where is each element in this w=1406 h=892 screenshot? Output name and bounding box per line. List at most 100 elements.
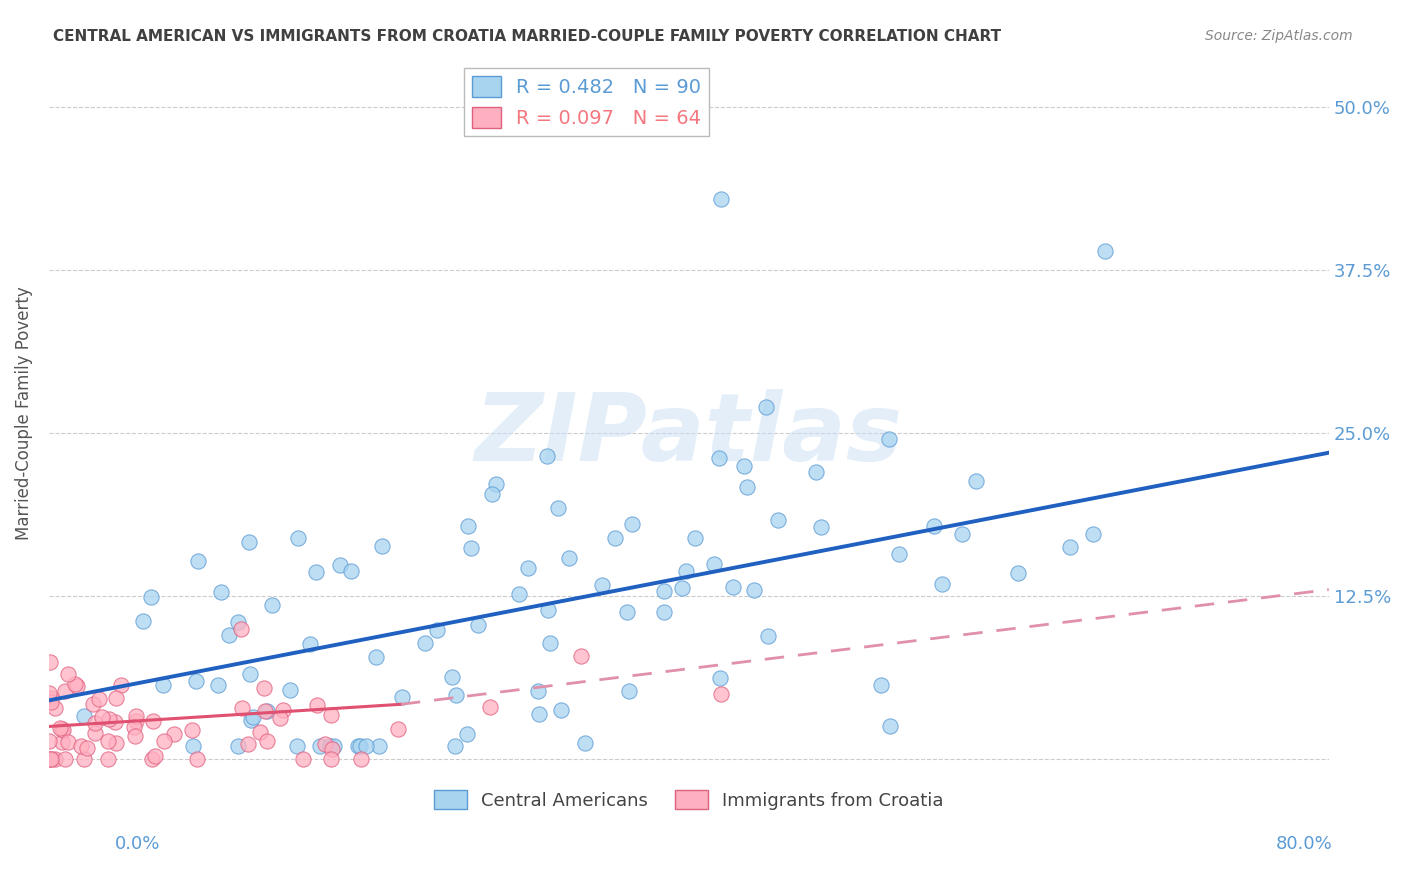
Legend: Central Americans, Immigrants from Croatia: Central Americans, Immigrants from Croat… <box>427 782 950 817</box>
Point <box>536 603 558 617</box>
Point <box>1059 540 1081 554</box>
Point <box>683 531 706 545</box>
Point <box>347 739 370 753</box>
Point <box>218 628 240 642</box>
Point <box>879 719 901 733</box>
Point <box>387 722 409 736</box>
Point <box>83 716 105 731</box>
Point <box>1083 526 1105 541</box>
Point <box>291 752 314 766</box>
Point <box>41 695 63 709</box>
Point <box>278 683 301 698</box>
Point <box>550 703 572 717</box>
Text: Source: ZipAtlas.com: Source: ZipAtlas.com <box>1205 29 1353 43</box>
Point <box>321 752 343 766</box>
Point <box>125 708 148 723</box>
Point <box>253 704 276 718</box>
Point <box>229 622 252 636</box>
Point <box>456 727 478 741</box>
Point <box>671 581 693 595</box>
Point <box>97 734 120 748</box>
Point <box>479 699 502 714</box>
Point <box>238 737 260 751</box>
Point <box>70 739 93 753</box>
Point <box>889 548 911 562</box>
Point <box>124 729 146 743</box>
Point <box>131 614 153 628</box>
Point <box>329 558 352 573</box>
Point <box>810 520 832 534</box>
Point <box>931 577 953 591</box>
Point <box>806 465 828 479</box>
Point <box>547 501 569 516</box>
Point <box>58 667 80 681</box>
Point <box>527 684 550 698</box>
Point <box>950 527 973 541</box>
Point <box>742 582 765 597</box>
Point <box>391 690 413 705</box>
Point <box>122 720 145 734</box>
Point <box>256 704 278 718</box>
Point <box>603 531 626 545</box>
Point <box>441 670 464 684</box>
Point <box>285 739 308 753</box>
Point <box>139 591 162 605</box>
Point <box>44 752 66 766</box>
Point <box>879 432 901 446</box>
Point <box>558 550 581 565</box>
Point <box>186 752 208 766</box>
Point <box>181 723 204 737</box>
Point <box>309 739 332 753</box>
Point <box>538 636 561 650</box>
Point <box>922 519 945 533</box>
Point <box>356 739 378 753</box>
Point <box>508 587 530 601</box>
Point <box>141 752 163 766</box>
Point <box>231 700 253 714</box>
Point <box>239 714 262 728</box>
Point <box>163 726 186 740</box>
Point <box>65 680 87 694</box>
Point <box>710 687 733 701</box>
Point <box>38 655 60 669</box>
Point <box>652 605 675 619</box>
Point <box>766 513 789 527</box>
Point <box>457 519 479 533</box>
Point <box>82 698 104 712</box>
Point <box>367 739 389 753</box>
Point <box>616 605 638 619</box>
Point <box>652 584 675 599</box>
Point <box>39 752 62 766</box>
Point <box>44 701 66 715</box>
Point <box>481 486 503 500</box>
Point <box>207 678 229 692</box>
Point <box>484 477 506 491</box>
Point <box>104 736 127 750</box>
Point <box>65 676 87 690</box>
Point <box>444 688 467 702</box>
Point <box>143 748 166 763</box>
Text: 0.0%: 0.0% <box>115 835 160 853</box>
Point <box>350 752 373 766</box>
Point <box>536 449 558 463</box>
Point <box>340 564 363 578</box>
Point <box>305 566 328 580</box>
Text: CENTRAL AMERICAN VS IMMIGRANTS FROM CROATIA MARRIED-COUPLE FAMILY POVERTY CORREL: CENTRAL AMERICAN VS IMMIGRANTS FROM CROA… <box>53 29 1001 44</box>
Point <box>675 564 697 578</box>
Point <box>51 735 73 749</box>
Point <box>323 739 346 753</box>
Point <box>443 739 465 753</box>
Point <box>574 736 596 750</box>
Text: ZIPatlas: ZIPatlas <box>475 389 903 481</box>
Point <box>53 684 76 698</box>
Point <box>56 735 79 749</box>
Point <box>721 580 744 594</box>
Point <box>97 712 120 726</box>
Point <box>569 648 592 663</box>
Point <box>735 480 758 494</box>
Point <box>756 629 779 643</box>
Point <box>755 400 778 414</box>
Point <box>53 752 76 766</box>
Point <box>110 677 132 691</box>
Point <box>238 534 260 549</box>
